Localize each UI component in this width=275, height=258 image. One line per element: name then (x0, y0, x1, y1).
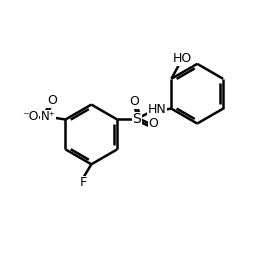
Text: N⁺: N⁺ (40, 110, 55, 123)
Text: S: S (132, 112, 141, 126)
Text: HN: HN (148, 103, 166, 117)
Text: HO: HO (173, 52, 192, 66)
Text: ⁻O: ⁻O (22, 110, 38, 123)
Text: F: F (80, 176, 87, 189)
Text: O: O (149, 117, 158, 130)
Text: O: O (47, 94, 57, 107)
Text: O: O (130, 95, 139, 108)
